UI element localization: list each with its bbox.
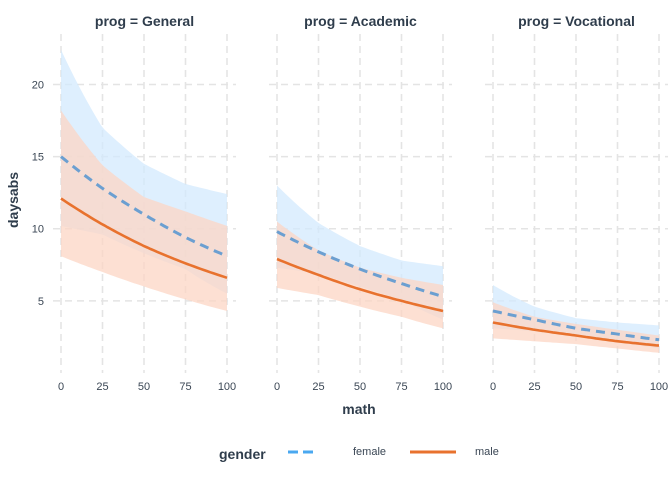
x-tick-label: 0 (274, 381, 280, 393)
line-female (60, 155, 228, 258)
x-tick-label: 25 (528, 381, 540, 393)
x-axis-title: math (342, 401, 375, 417)
y-tick-label: 5 (38, 296, 44, 308)
x-tick-label: 100 (650, 381, 668, 393)
y-tick-label: 20 (32, 79, 44, 91)
x-tick-label: 100 (218, 381, 236, 393)
x-tick-label: 75 (611, 381, 623, 393)
legend-label-female: female (353, 446, 386, 458)
line-male (492, 321, 660, 347)
x-tick-label: 75 (395, 381, 407, 393)
x-tick-label: 50 (570, 381, 582, 393)
y-tick-label: 10 (32, 224, 44, 236)
x-tick-label: 25 (312, 381, 324, 393)
x-tick-label: 100 (434, 381, 452, 393)
legend: gender female male (219, 446, 499, 462)
line-layer (60, 155, 660, 347)
legend-label-male: male (475, 446, 499, 458)
text-layer: 5 10 15 20 0 25 50 75 100 prog = General 0 25 50 75 10… (32, 13, 668, 393)
x-tick-label: 0 (490, 381, 496, 393)
ribbon-male (61, 110, 227, 311)
x-tick-label: 0 (58, 381, 64, 393)
facet-strip-label: prog = General (95, 13, 194, 29)
line-female (492, 309, 660, 342)
x-tick-label: 50 (138, 381, 150, 393)
facet-strip-label: prog = Academic (304, 13, 417, 29)
line-male (276, 257, 444, 313)
y-axis-title: daysabs (5, 172, 21, 228)
x-tick-label: 25 (96, 381, 108, 393)
y-tick-label: 15 (32, 152, 44, 164)
line-male (60, 197, 228, 280)
x-tick-label: 50 (354, 381, 366, 393)
legend-title: gender (219, 446, 266, 462)
x-tick-label: 75 (179, 381, 191, 393)
facet-strip-label: prog = Vocational (518, 13, 635, 29)
line-female (276, 230, 444, 298)
